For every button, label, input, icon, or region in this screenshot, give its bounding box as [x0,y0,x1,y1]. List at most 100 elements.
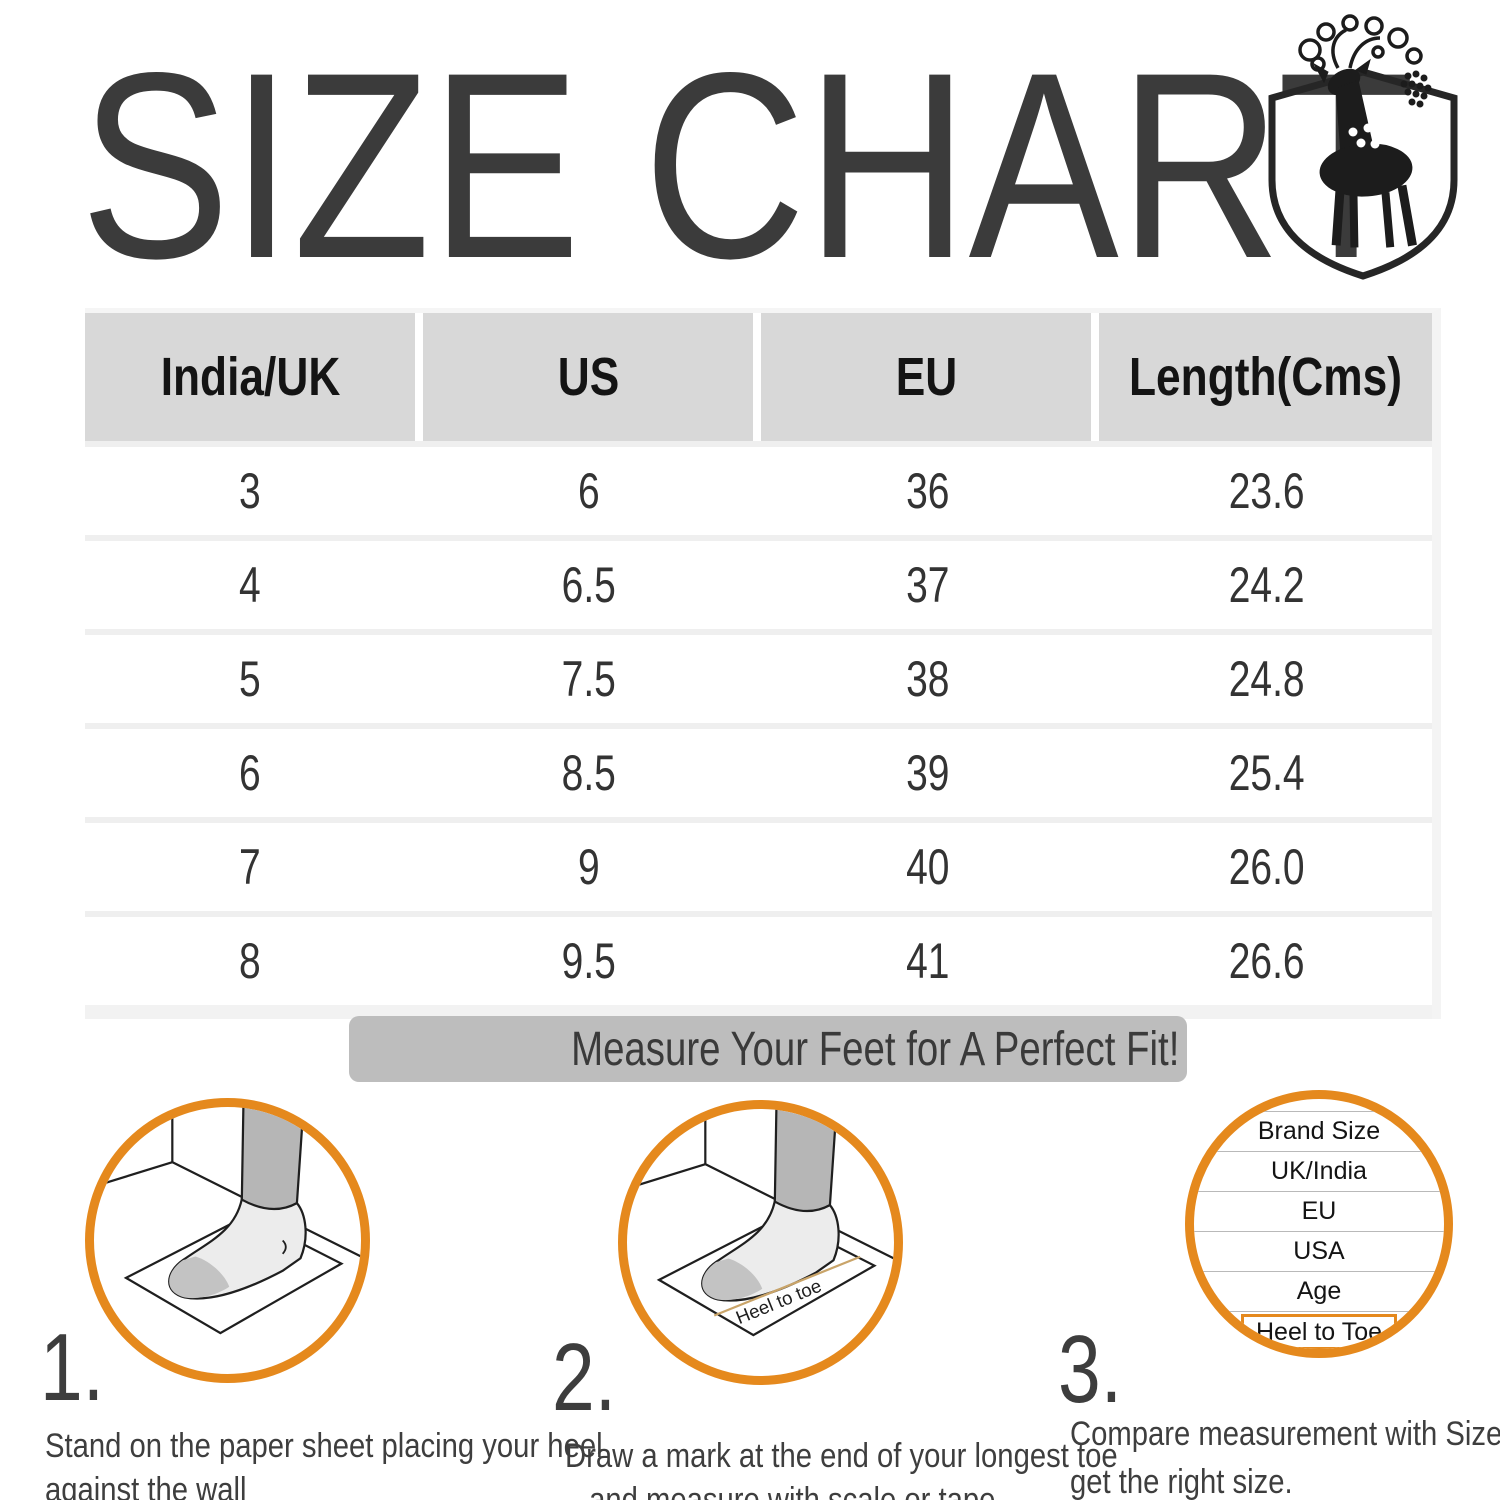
step2-illustration: Heel to toe [618,1100,903,1385]
list-item: USA [1194,1232,1444,1272]
table-cell: 37 [762,541,1094,629]
table-row: 6 8.5 39 25.4 [85,729,1432,817]
cell-value: 6.5 [562,557,617,613]
col-us: US [557,347,619,407]
table-cell: 6 [423,447,755,535]
table-cell: 4 [85,541,416,629]
table-cell: 38 [762,635,1094,723]
table-cell: 7.5 [423,635,755,723]
cell-value: 9.5 [562,933,617,989]
table-cell: 41 [762,917,1094,1005]
table-row: 3 6 36 23.6 [85,447,1432,535]
size-table-header: India/UK US EU Length(Cms) [85,313,1433,441]
table-cell: 24.2 [1101,541,1432,629]
row-separator [85,629,1432,635]
step2-line1: Draw a mark at the end of your longest t… [565,1437,1118,1475]
table-cell: 39 [762,729,1094,817]
table-cell: 5 [85,635,416,723]
cell-value: 38 [906,651,950,707]
step3-number: 3. [1058,1316,1123,1423]
cell-value: 8.5 [562,745,617,801]
row-separator [85,441,1432,447]
cell-value: 41 [906,933,950,989]
table-cell: 9.5 [423,917,755,1005]
cell-value: 40 [906,839,950,895]
table-bottom-strip [85,1005,1432,1019]
list-item-label: Brand Size [1257,1117,1381,1145]
header-cell: EU [761,313,1092,441]
cell-value: 7.5 [562,651,617,707]
cell-value: 7 [239,839,262,895]
cell-value: 9 [578,839,600,895]
cell-value: 4 [239,557,262,613]
row-separator [85,817,1432,823]
list-item: Brand Size [1194,1111,1444,1152]
list-item-label: UK/India [1271,1157,1367,1185]
cell-value: 6 [239,745,262,801]
col-length: Length(Cms) [1129,347,1403,407]
cell-value: 6 [578,463,600,519]
table-row: 5 7.5 38 24.8 [85,635,1432,723]
foot-on-paper-icon [97,1107,361,1335]
cell-value: 26.6 [1228,933,1305,989]
step2-line2: and measure with scale or tape. [589,1481,1004,1500]
list-item-label: USA [1293,1237,1345,1265]
table-cell: 24.8 [1101,635,1432,723]
table-row: 4 6.5 37 24.2 [85,541,1432,629]
table-cell: 7 [85,823,416,911]
table-cell: 26.0 [1101,823,1432,911]
row-separator [85,723,1432,729]
brand-logo [1258,10,1468,295]
list-item: Heel to Toe [1194,1312,1444,1349]
table-cell: 23.6 [1101,447,1432,535]
list-item-label: EU [1301,1197,1337,1225]
list-item: Age [1194,1272,1444,1312]
cell-value: 24.8 [1228,651,1305,707]
step1-line2: against the wall [45,1471,247,1500]
step2-number: 2. [552,1324,617,1431]
table-cell: 8 [85,917,416,1005]
size-table: India/UK US EU Length(Cms) 3 6 36 23.6 4… [85,308,1441,1019]
foot-measure-icon: Heel to toe [630,1109,894,1337]
table-cell: 9 [423,823,755,911]
header-cell: India/UK [85,313,416,441]
col-india-uk: India/UK [160,347,340,407]
deer-shield-icon [1268,14,1458,280]
cell-value: 24.2 [1228,557,1305,613]
page-title: SIZE CHART [80,18,1416,314]
heel-to-toe-highlight: Heel to Toe [1240,1313,1397,1349]
measure-banner: Measure Your Feet for A Perfect Fit! [349,1016,1187,1082]
cell-value: 23.6 [1228,463,1305,519]
step3-line1: Compare measurement with Size C [1070,1415,1500,1453]
cell-value: 3 [239,463,262,519]
table-row: 8 9.5 41 26.6 [85,917,1432,1005]
step3-illustration: Brand Size UK/India EU USA Age Heel to T… [1185,1090,1453,1358]
table-cell: 36 [762,447,1094,535]
step1-illustration [85,1098,370,1383]
cell-value: 25.4 [1228,745,1305,801]
cell-value: 37 [906,557,950,613]
table-row: 7 9 40 26.0 [85,823,1432,911]
col-eu: EU [895,347,957,407]
step1-line1: Stand on the paper sheet placing your he… [45,1427,603,1465]
step1-number: 1. [40,1314,105,1421]
list-item-label: Age [1296,1277,1342,1305]
row-separator [85,535,1432,541]
table-cell: 6.5 [423,541,755,629]
step2-text: Draw a mark at the end of your longest t… [565,1434,1118,1500]
table-cell: 40 [762,823,1094,911]
list-item: EU [1194,1192,1444,1232]
cell-value: 26.0 [1228,839,1305,895]
row-separator [85,911,1432,917]
table-cell: 3 [85,447,416,535]
step3-text: Compare measurement with Size C get the … [1070,1410,1500,1500]
table-cell: 25.4 [1101,729,1432,817]
banner-text: Measure Your Feet for A Perfect Fit! [570,1022,1179,1076]
size-row-list: Brand Size UK/India EU USA Age Heel to T… [1194,1099,1444,1349]
step3-line2: get the right size. [1070,1463,1293,1500]
list-item: UK/India [1194,1152,1444,1192]
table-cell: 8.5 [423,729,755,817]
step1-text: Stand on the paper sheet placing your he… [45,1424,603,1500]
cell-value: 8 [239,933,262,989]
